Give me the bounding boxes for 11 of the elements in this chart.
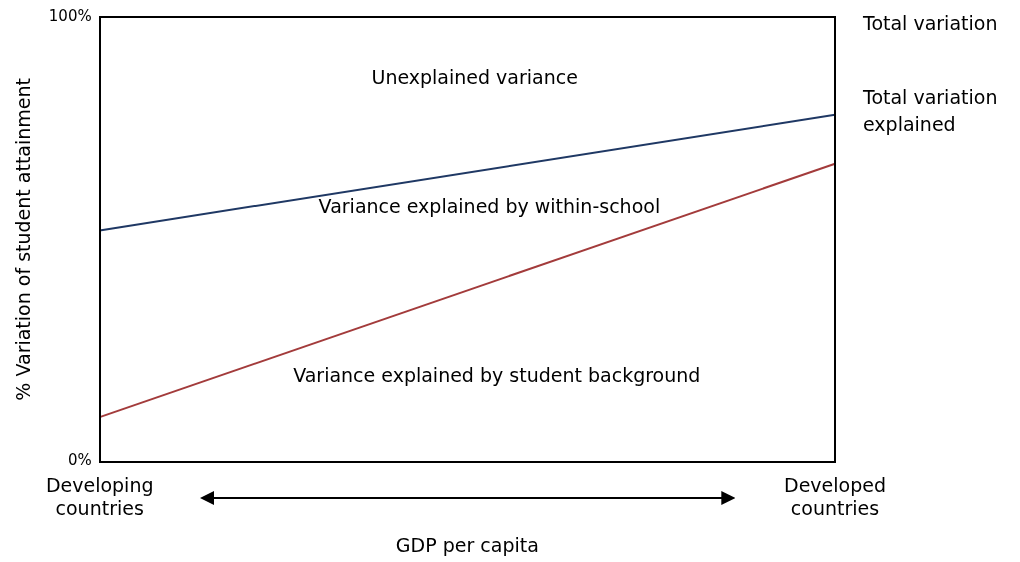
y-axis-title: % Variation of student attainment	[12, 77, 35, 401]
x-tick-label: Developing countries	[45, 473, 154, 519]
annotation: Total variation	[862, 11, 998, 34]
x-axis-title: GDP per capita	[395, 533, 539, 556]
y-tick-label: 100%	[48, 6, 92, 25]
x-tick-label: Developed countries	[784, 473, 886, 519]
annotation: Unexplained variance	[371, 66, 578, 89]
y-tick-label: 0%	[67, 451, 92, 470]
annotation: Variance explained by within-school	[318, 195, 661, 218]
annotation: Variance explained by student background	[293, 364, 701, 387]
series-label: Total variation explained	[862, 85, 998, 135]
